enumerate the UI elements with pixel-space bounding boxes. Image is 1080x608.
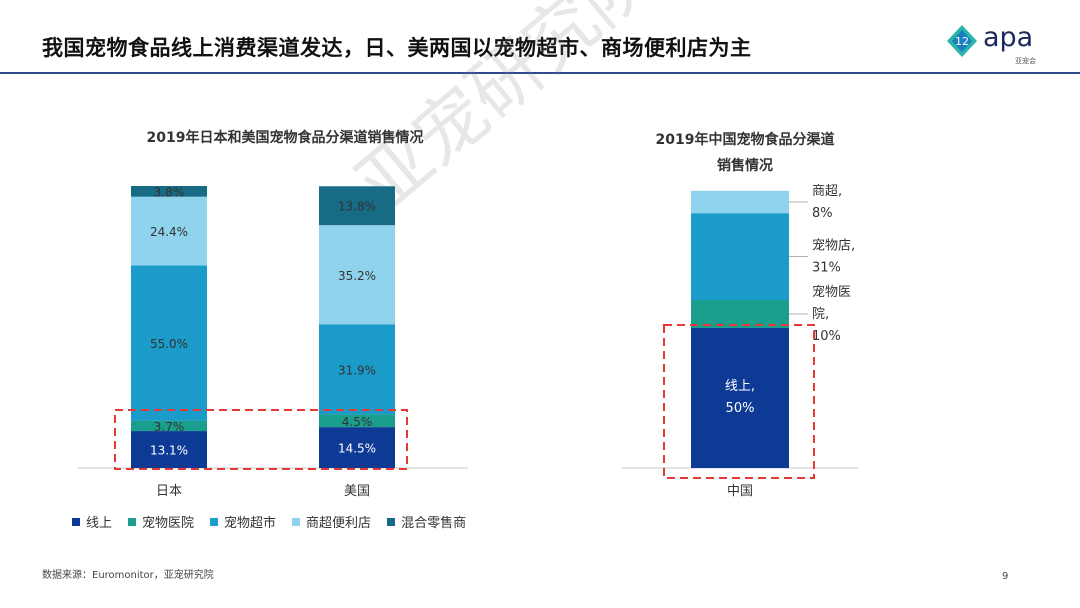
bar-segment	[131, 265, 207, 421]
bar-segment	[319, 414, 395, 428]
bar-value-label: 3.8%	[154, 185, 185, 199]
bar-value-label: 4.5%	[342, 415, 373, 429]
bar-value-label: 10%	[812, 329, 841, 344]
bar-segment	[691, 300, 789, 328]
online-highlight-box-cn	[663, 324, 815, 479]
bar-value-label: 院,	[812, 307, 829, 322]
x-tick-label: 美国	[344, 484, 370, 499]
bar-value-label: 50%	[726, 401, 755, 416]
bar-value-label: 14.5%	[338, 442, 376, 456]
chart-legend: 线上 宠物医院 宠物超市 商超便利店 混合零售商	[72, 512, 466, 531]
bar-value-label: 31%	[812, 261, 841, 276]
logo-mark-icon: 12	[947, 25, 977, 57]
chart-title-cn-line2: 销售情况	[717, 158, 773, 174]
legend-label: 宠物超市	[224, 516, 277, 531]
bar-value-label: 55.0%	[150, 337, 188, 351]
bar-segment	[319, 186, 395, 226]
bar-value-label: 宠物医	[812, 284, 851, 300]
apa-logo: 12 apa 亚宠会	[945, 22, 1045, 66]
legend-swatch	[387, 517, 396, 526]
source-note: 数据来源：Euromonitor，亚宠研究院	[42, 570, 214, 581]
svg-text:12: 12	[955, 35, 969, 48]
page-title: 我国宠物食品线上消费渠道发达，日、美两国以宠物超市、商场便利店为主	[42, 36, 752, 60]
page-number: 9	[1002, 571, 1009, 582]
bar-segment	[691, 328, 789, 468]
legend-label: 商超便利店	[306, 516, 372, 531]
legend-swatch	[292, 517, 301, 526]
legend-swatch	[72, 517, 80, 526]
online-highlight-box-jp-us	[114, 409, 408, 470]
x-tick-label: 中国	[727, 484, 753, 499]
bar-value-label: 35.2%	[338, 269, 376, 283]
legend-label: 宠物医院	[142, 516, 195, 531]
title-divider	[0, 72, 1080, 74]
bar-value-label: 8%	[812, 206, 833, 221]
chart-title-cn-line1: 2019年中国宠物食品分渠道	[655, 132, 835, 148]
bar-value-label: 24.4%	[150, 225, 188, 239]
bar-segment	[131, 196, 207, 266]
legend-swatch	[128, 517, 137, 526]
legend-item: 线上	[72, 512, 112, 531]
bar-value-label: 线上,	[725, 379, 755, 394]
bar-segment	[691, 190, 789, 214]
bar-value-label: 13.1%	[150, 444, 188, 458]
bar-value-label: 31.9%	[338, 363, 376, 377]
x-tick-label: 日本	[156, 484, 182, 499]
legend-item: 混合零售商	[387, 512, 466, 531]
legend-item: 宠物超市	[210, 512, 276, 531]
chart-title-jp-us: 2019年日本和美国宠物食品分渠道销售情况	[146, 130, 424, 146]
bar-segment	[319, 427, 395, 468]
logo-sub: 亚宠会	[1015, 57, 1036, 65]
bar-value-label: 3.7%	[154, 420, 185, 434]
bar-segment	[131, 431, 207, 468]
bar-value-label: 13.8%	[338, 200, 376, 214]
bar-segment	[131, 186, 207, 197]
bar-segment	[319, 225, 395, 325]
bar-value-label: 宠物店,	[812, 238, 855, 254]
logo-word: apa	[983, 22, 1034, 53]
legend-item: 宠物医院	[128, 512, 194, 531]
chart-title-cn: 2019年中国宠物食品分渠道 销售情况	[630, 127, 860, 179]
bar-segment	[691, 213, 789, 300]
bar-value-label: 商超,	[812, 184, 842, 199]
legend-label: 混合零售商	[401, 516, 467, 531]
legend-label: 线上	[86, 516, 113, 531]
bar-segment	[131, 420, 207, 432]
legend-swatch	[210, 517, 219, 526]
legend-item: 商超便利店	[292, 512, 371, 531]
bar-segment	[319, 324, 395, 415]
